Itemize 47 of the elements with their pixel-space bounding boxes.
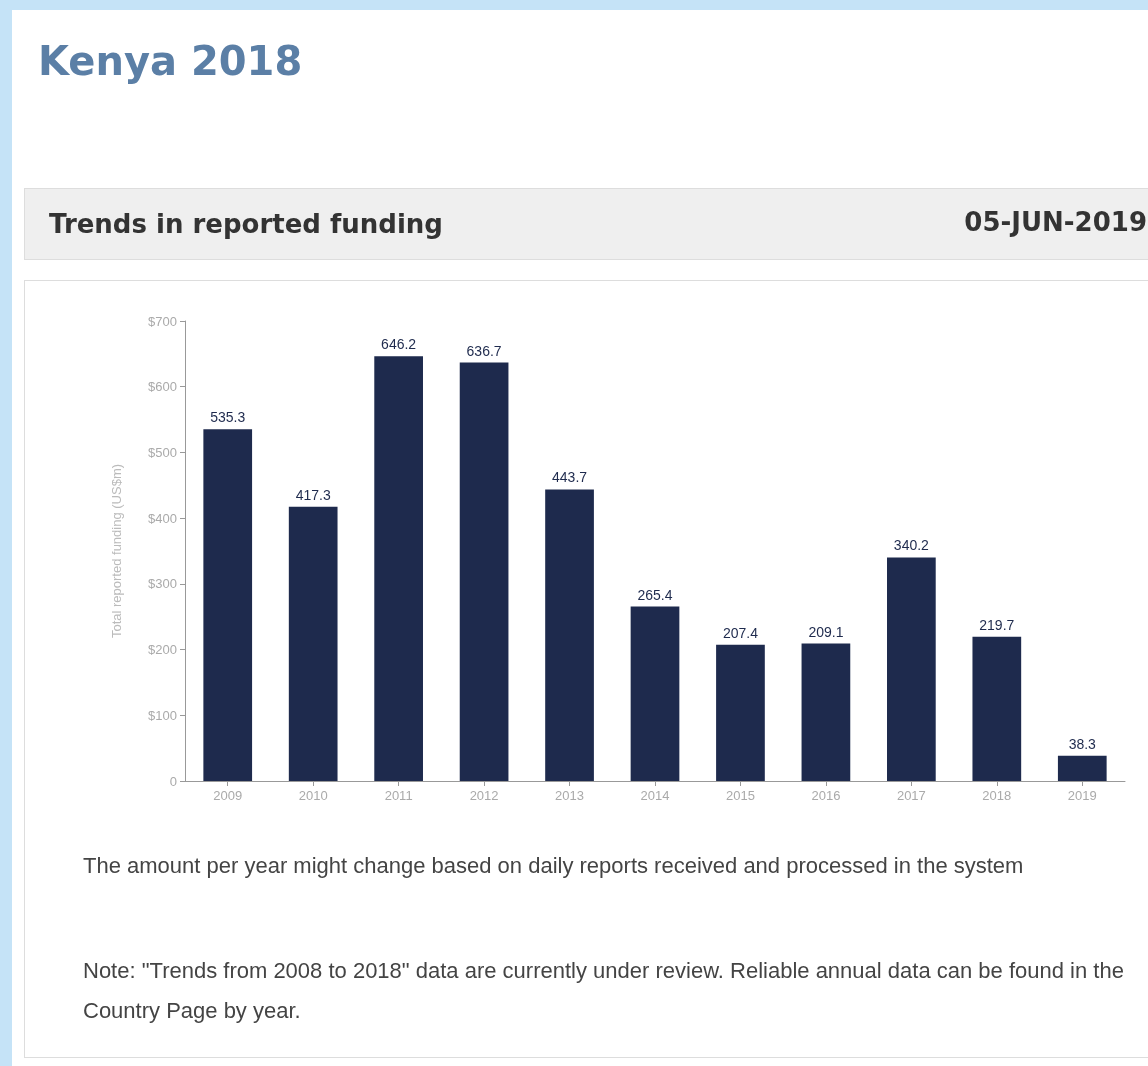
- data-label: 38.3: [1068, 735, 1097, 752]
- y-tick-label: $600: [148, 379, 177, 395]
- y-tick-label: $100: [148, 707, 177, 723]
- data-label: 207.4: [722, 624, 759, 641]
- y-tick-label: $500: [148, 444, 177, 460]
- bar: [203, 429, 253, 781]
- y-tick-label: $700: [148, 313, 177, 329]
- data-label: 535.3: [210, 409, 246, 426]
- x-tick-label: 2015: [725, 788, 755, 803]
- x-tick-label: 2009: [213, 788, 243, 803]
- chart-subtitle: Trends in reported funding: [49, 209, 443, 239]
- bar: [1057, 755, 1107, 781]
- bar: [459, 362, 509, 781]
- y-tick-label: $200: [148, 642, 177, 658]
- text: The amount per year might change based on daily reports received and processed in the system: [83, 852, 1025, 880]
- bar: [630, 606, 680, 781]
- bar: [801, 643, 851, 781]
- x-tick-label: 2014: [640, 788, 670, 803]
- x-tick-label: 2010: [298, 788, 328, 803]
- bar: [545, 489, 594, 781]
- data-label: 209.1: [808, 623, 844, 640]
- text: Note: "Trends from 2008 to 2018" data are currently under review. Reliable annual data can be found in the Country Page by year.: [83, 957, 1125, 1025]
- x-tick-label: 2013: [555, 788, 585, 803]
- data-label: 417.3: [295, 486, 331, 503]
- data-label: 340.2: [893, 537, 930, 554]
- data-label: 219.7: [979, 616, 1015, 633]
- y-tick-label: $300: [148, 576, 177, 592]
- bar: [374, 356, 423, 781]
- x-tick-label: 2019: [1067, 788, 1097, 803]
- bar: [887, 557, 936, 781]
- x-tick-label: 2018: [982, 788, 1012, 803]
- bar: [716, 644, 765, 781]
- data-label: 646.2: [381, 336, 417, 353]
- x-tick-label: 2016: [811, 788, 841, 803]
- data-label: 443.7: [552, 469, 588, 486]
- bar: [288, 506, 338, 781]
- x-tick-label: 2017: [896, 788, 926, 803]
- chart-title: Kenya 2018: [38, 38, 303, 84]
- x-tick-label: 2012: [469, 788, 499, 803]
- text: 05-JUN-2019: [964, 207, 1147, 237]
- y-tick-label: 0: [169, 773, 177, 789]
- x-tick-label: 2011: [384, 788, 413, 803]
- y-axis-title: Total reported funding (US$m): [109, 463, 124, 639]
- data-label: 636.7: [466, 342, 502, 359]
- bar: [972, 636, 1022, 781]
- y-tick-label: $400: [148, 510, 177, 526]
- data-label: 265.4: [637, 586, 673, 603]
